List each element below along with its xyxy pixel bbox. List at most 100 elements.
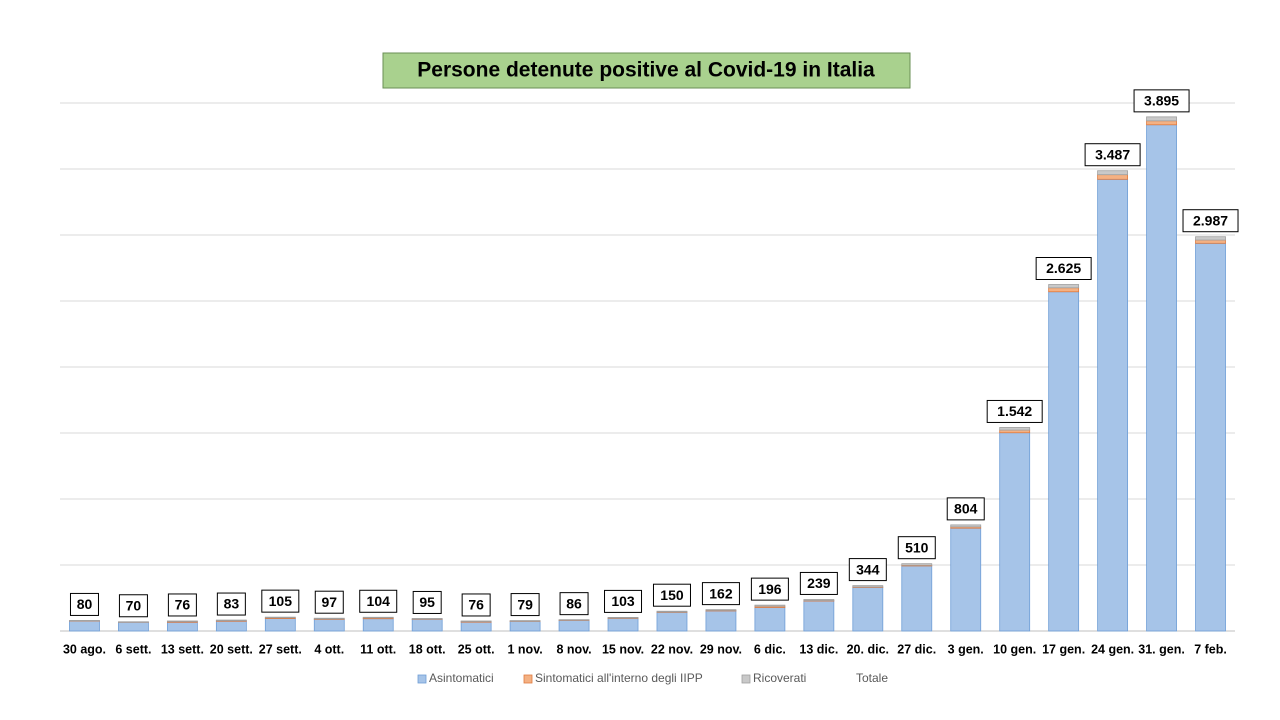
bar-segment xyxy=(460,621,492,632)
bar-segment xyxy=(1195,242,1226,632)
x-tick-label: 20. dic. xyxy=(847,642,889,656)
data-label: 344 xyxy=(856,561,880,577)
data-label-box xyxy=(1133,89,1190,113)
data-label-box xyxy=(799,571,838,595)
x-tick-label: 6 sett. xyxy=(115,642,151,656)
data-label: 76 xyxy=(468,597,484,613)
legend-label: Sintomatici all'interno degli IIPP xyxy=(535,671,703,685)
data-label: 79 xyxy=(517,596,533,612)
x-tick-label: 1 nov. xyxy=(508,642,543,656)
bar-segment xyxy=(999,427,1031,431)
data-label: 1.542 xyxy=(997,403,1032,419)
data-label: 239 xyxy=(807,575,831,591)
x-tick-label: 17 gen. xyxy=(1042,642,1085,656)
legend-swatch xyxy=(417,674,427,684)
bar-segment xyxy=(1146,124,1177,632)
data-label-box xyxy=(848,558,887,582)
data-label: 86 xyxy=(566,595,582,611)
data-label-box xyxy=(946,497,985,521)
data-label-box xyxy=(986,399,1043,423)
data-label: 70 xyxy=(126,597,142,613)
bar-segment xyxy=(950,524,982,528)
bar-segment xyxy=(754,604,786,607)
data-label-box xyxy=(461,593,491,617)
data-label: 162 xyxy=(709,585,733,601)
bar-segment xyxy=(166,621,198,632)
bar-segment xyxy=(558,619,590,621)
bar-segment xyxy=(1097,174,1129,180)
bar-segment xyxy=(1097,178,1129,632)
data-label-box xyxy=(1182,209,1239,233)
data-label-box xyxy=(652,583,691,607)
x-tick-label: 4 ott. xyxy=(314,642,344,656)
x-tick-label: 15 nov. xyxy=(602,642,644,656)
data-label-box xyxy=(314,590,344,614)
data-label-box xyxy=(1084,143,1141,167)
data-label-box xyxy=(559,592,589,616)
data-label: 83 xyxy=(224,596,240,612)
data-label: 104 xyxy=(367,593,391,609)
x-tick-label: 31. gen. xyxy=(1138,642,1185,656)
data-label-box xyxy=(897,536,936,560)
bar-segment xyxy=(460,620,492,622)
bar-segment xyxy=(362,616,394,619)
legend-swatch xyxy=(741,674,751,684)
data-label: 3.895 xyxy=(1144,93,1179,109)
data-label: 76 xyxy=(175,597,191,613)
x-tick-label: 7 feb. xyxy=(1194,642,1227,656)
legend-label: Asintomatici xyxy=(429,671,494,685)
bar-segment xyxy=(803,600,835,632)
x-tick-label: 13 dic. xyxy=(799,642,838,656)
data-label: 80 xyxy=(77,596,93,612)
bar-segment xyxy=(656,611,688,632)
bar-segment xyxy=(656,610,688,613)
bar-segment xyxy=(215,620,247,632)
bar-segment xyxy=(362,618,394,632)
bar-segment xyxy=(852,587,884,632)
bar-segment xyxy=(607,617,639,619)
data-label: 2.625 xyxy=(1046,260,1081,276)
data-label-box xyxy=(750,577,789,601)
x-tick-label: 11 ott. xyxy=(360,642,396,656)
data-label-box xyxy=(359,589,398,613)
x-tick-label: 27 sett. xyxy=(259,642,302,656)
legend-label: Totale xyxy=(856,671,888,685)
data-label-box xyxy=(261,589,300,613)
x-tick-label: 10 gen. xyxy=(993,642,1036,656)
x-tick-label: 22 nov. xyxy=(651,642,693,656)
data-label: 3.487 xyxy=(1095,146,1130,162)
x-tick-label: 13 sett. xyxy=(161,642,204,656)
bar-segment xyxy=(509,620,541,622)
x-tick-label: 8 nov. xyxy=(556,642,591,656)
x-tick-label: 29 nov. xyxy=(700,642,742,656)
bar-segment xyxy=(705,610,737,632)
bar-segment xyxy=(1195,239,1226,244)
x-tick-label: 25 ott. xyxy=(458,642,495,656)
x-tick-label: 18 ott. xyxy=(409,642,446,656)
x-tick-label: 30 ago. xyxy=(63,642,106,656)
bar-segment xyxy=(705,609,737,611)
data-label: 196 xyxy=(758,581,782,597)
bar-segment xyxy=(852,585,884,588)
data-label-box xyxy=(118,594,148,618)
bar-segment xyxy=(1146,120,1177,126)
data-label: 510 xyxy=(905,539,929,555)
data-label: 105 xyxy=(269,593,293,609)
data-label: 95 xyxy=(419,594,435,610)
bar-segment xyxy=(215,619,247,621)
data-label: 103 xyxy=(611,593,635,609)
data-label-box xyxy=(604,589,643,613)
data-label: 97 xyxy=(321,594,337,610)
x-tick-label: 3 gen. xyxy=(948,642,984,656)
bar-segment xyxy=(754,607,786,632)
bar-segment xyxy=(1195,236,1226,241)
x-tick-label: 6 dic. xyxy=(754,642,786,656)
bar-segment xyxy=(950,527,982,632)
data-label-box xyxy=(69,592,99,616)
bar-segment xyxy=(901,565,933,632)
x-tick-label: 27 dic. xyxy=(897,642,936,656)
data-label-box xyxy=(1035,257,1092,280)
bar-segment xyxy=(1097,170,1129,176)
bar-segment xyxy=(1048,284,1080,289)
chart-title: Persone detenute positive al Covid-19 in… xyxy=(417,59,875,82)
